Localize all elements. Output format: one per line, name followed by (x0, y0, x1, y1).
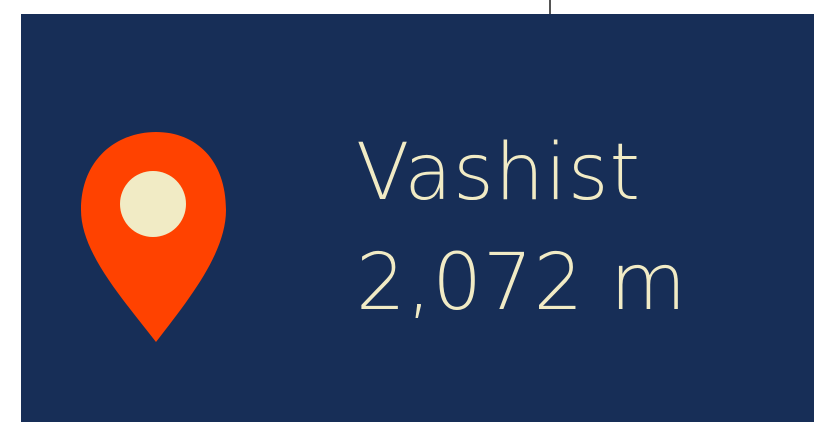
place-elevation: 2,072 m (356, 238, 688, 328)
location-card: Vashist 2,072 m (21, 14, 814, 422)
place-name: Vashist (356, 128, 642, 218)
map-pin-icon (81, 132, 226, 342)
divider-tick (549, 0, 551, 14)
